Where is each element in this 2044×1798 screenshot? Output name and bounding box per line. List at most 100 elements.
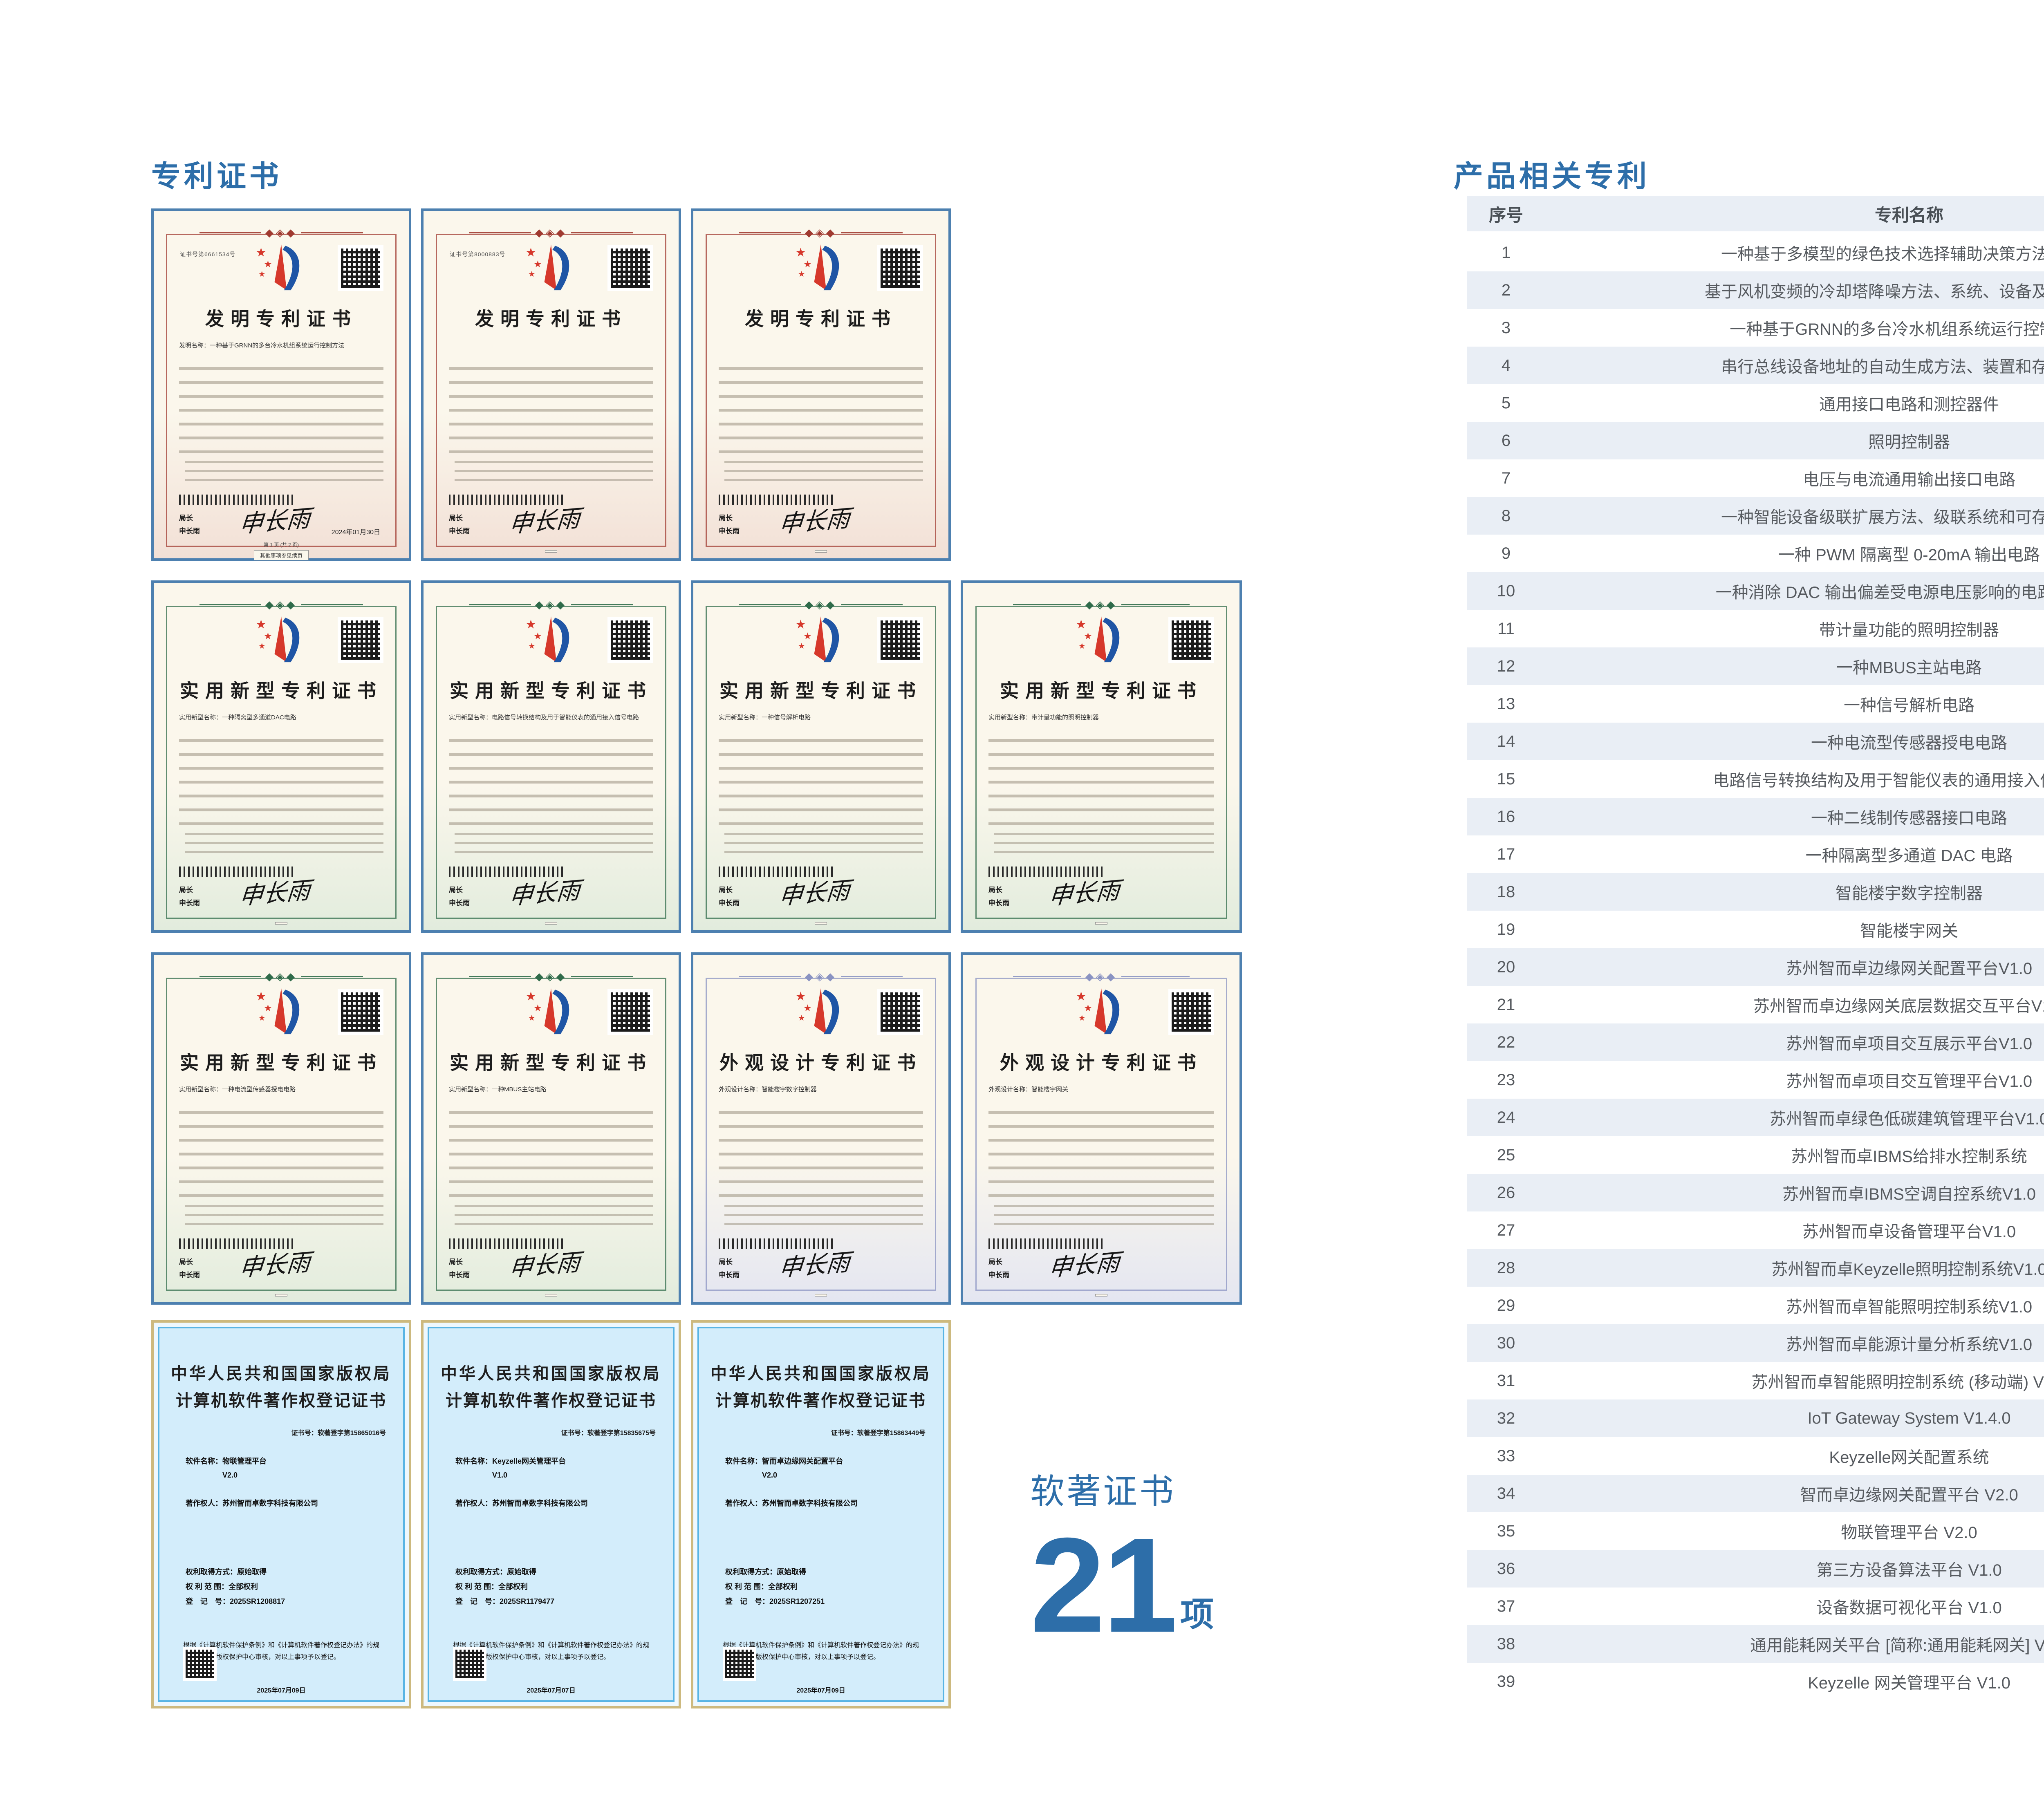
copyright-rights: 权利取得方式：原始取得 权 利 范 围：全部权利 登 记 号：2025SR117… — [455, 1568, 555, 1605]
qr-code-icon — [877, 245, 923, 291]
table-row: 20 苏州智而卓边缘网关配置平台V1.0 软著 — [1467, 948, 2044, 986]
patent-certificate-card: ◆◈◆ ★ ★ ★ 实用新型专利证书 实用新型名称：一种MBUS主站电路 局长 … — [421, 952, 681, 1305]
director-sign-block: 局长 申长雨 — [719, 514, 740, 535]
svg-text:★: ★ — [525, 990, 536, 1003]
cell-serial: 8 — [1501, 506, 1511, 525]
table-row: 6 照明控制器 发明 — [1467, 422, 2044, 459]
table-row: 23 苏州智而卓项目交互管理平台V1.0 软著 — [1467, 1061, 2044, 1099]
barcode-icon — [179, 1238, 294, 1249]
cell-serial: 10 — [1497, 582, 1515, 600]
svg-text:★: ★ — [803, 259, 812, 269]
certificate-paragraph-lines — [185, 833, 383, 859]
cell-patent-name: Keyzelle 网关管理平台 V1.0 — [1808, 1674, 2010, 1692]
table-row: 8 一种智能设备级联扩展方法、级联系统和可存储介质 发明 — [1467, 497, 2044, 535]
director-sign-block: 局长 申长雨 — [988, 1258, 1009, 1279]
copyright-cert-number: 证书号：软著登字第15863449号 — [831, 1430, 926, 1437]
cell-serial: 38 — [1497, 1635, 1515, 1653]
cell-patent-name: 一种隔离型多通道 DAC 电路 — [1805, 847, 2013, 865]
cell-patent-name: 一种基于GRNN的多台冷水机组系统运行控制方法 — [1730, 320, 2044, 338]
copyright-title-line1: 中华人民共和国国家版权局 — [441, 1365, 661, 1383]
director-signature: 申长雨 — [778, 505, 852, 538]
cell-serial: 25 — [1497, 1146, 1515, 1164]
table-row: 29 苏州智而卓智能照明控制系统V1.0 软著 — [1467, 1287, 2044, 1324]
svg-text:★: ★ — [533, 1003, 542, 1013]
svg-text:★: ★ — [264, 1003, 272, 1013]
cell-serial: 1 — [1501, 243, 1511, 262]
cell-serial: 36 — [1497, 1559, 1515, 1578]
qr-code-icon — [338, 617, 383, 663]
certificate-footer-note — [275, 922, 287, 925]
cell-patent-name: 苏州智而卓能源计量分析系统V1.0 — [1786, 1336, 2033, 1354]
copyright-fields: 软件名称：智而卓边缘网关配置平台 V2.0 著作权人：苏州智而卓数字科技有限公司 — [725, 1457, 858, 1507]
qr-code-icon — [607, 989, 653, 1035]
table-row: 2 基于风机变频的冷却塔降噪方法、系统、设备及存储介质 发明 — [1467, 271, 2044, 309]
certificate-title: 实用新型专利证书 — [719, 680, 922, 701]
cnipa-logo-icon: ★ ★ ★ — [525, 616, 569, 663]
svg-text:★: ★ — [258, 1014, 266, 1023]
copyright-fields: 软件名称：Keyzelle网关管理平台 V1.0 著作权人：苏州智而卓数字科技有… — [455, 1457, 588, 1507]
table-row: 26 苏州智而卓IBMS空调自控系统V1.0 软著 — [1467, 1174, 2044, 1211]
director-signature: 申长雨 — [508, 1249, 582, 1282]
director-signature: 申长雨 — [238, 877, 312, 910]
cell-patent-name: 苏州智而卓绿色低碳建筑管理平台V1.0 — [1769, 1110, 2044, 1128]
cell-serial: 37 — [1497, 1597, 1515, 1615]
barcode-icon — [719, 1238, 833, 1249]
product-patents-heading: 产品相关专利 — [1454, 160, 1650, 193]
cell-patent-name: 苏州智而卓项目交互展示平台V1.0 — [1786, 1035, 2033, 1053]
cell-patent-name: 苏州智而卓IBMS空调自控系统V1.0 — [1782, 1185, 2036, 1203]
barcode-icon — [988, 867, 1103, 877]
qr-code-icon — [607, 245, 653, 291]
cell-patent-name: 苏州智而卓边缘网关配置平台V1.0 — [1786, 960, 2033, 978]
barcode-icon — [449, 1238, 563, 1249]
certificate-paragraph-lines — [724, 833, 923, 859]
cell-serial: 9 — [1501, 544, 1511, 562]
copyright-rights: 权利取得方式：原始取得 权 利 范 围：全部权利 登 记 号：2025SR120… — [186, 1568, 285, 1605]
cnipa-logo-icon: ★ ★ ★ — [1076, 988, 1120, 1034]
certificate-body-lines — [449, 1111, 653, 1198]
cert-row: ◆◈◆ ★ ★ ★ 实用新型专利证书 实用新型名称：一种隔离型多通道DAC电路 … — [151, 580, 1242, 933]
certificate-footer-note — [545, 1294, 557, 1296]
certificate-paragraph-lines — [185, 1205, 383, 1231]
certificate-footer-note — [275, 1294, 287, 1296]
director-sign-block: 局长 申长雨 — [719, 1258, 740, 1279]
patent-certificate-card: ◆◈◆ ★ ★ ★ 实用新型专利证书 实用新型名称：带计量功能的照明控制器 局长… — [961, 580, 1242, 933]
cell-patent-name: 苏州智而卓项目交互管理平台V1.0 — [1786, 1073, 2033, 1090]
certificate-number: 证书号第6661534号 — [180, 251, 236, 257]
cell-patent-name: 一种基于多模型的绿色技术选择辅助决策方法和系统 — [1721, 245, 2044, 263]
copyright-certificate-card: 中华人民共和国国家版权局 计算机软件著作权登记证书 证书号：软著登字第15863… — [691, 1320, 951, 1708]
copyright-title-line1: 中华人民共和国国家版权局 — [171, 1365, 392, 1383]
cell-serial: 16 — [1497, 807, 1515, 826]
table-row: 9 一种 PWM 隔离型 0-20mA 输出电路 发明 — [1467, 535, 2044, 572]
patent-certificate-card: ◆◈◆ ★ ★ ★ 实用新型专利证书 实用新型名称：一种信号解析电路 局长 申长… — [691, 580, 951, 933]
certificate-body-lines — [719, 1111, 923, 1198]
cell-patent-name: 苏州智而卓IBMS给排水控制系统 — [1791, 1148, 2027, 1166]
cell-serial: 29 — [1497, 1296, 1515, 1314]
certificate-title: 实用新型专利证书 — [1000, 680, 1203, 701]
barcode-icon — [719, 867, 833, 877]
qr-code-icon — [183, 1647, 217, 1681]
certificate-paragraph-lines — [455, 833, 653, 859]
certificate-paragraph-lines — [994, 1205, 1214, 1231]
director-signature: 申长雨 — [508, 505, 582, 538]
cell-patent-name: 通用接口电路和测控器件 — [1819, 396, 1999, 414]
cell-patent-name: 一种MBUS主站电路 — [1836, 659, 1982, 677]
copyright-date: 2025年07月07日 — [527, 1687, 576, 1694]
cell-serial: 21 — [1497, 995, 1515, 1014]
qr-code-icon — [1168, 617, 1214, 663]
svg-text:★: ★ — [1084, 631, 1092, 641]
certificate-title: 实用新型专利证书 — [450, 1052, 652, 1073]
certificate-footer-note: 其他事项参见续页 — [253, 550, 309, 560]
cell-patent-name: 第三方设备算法平台 V1.0 — [1816, 1561, 2002, 1579]
copyright-title-line1: 中华人民共和国国家版权局 — [710, 1365, 931, 1383]
cell-patent-name: 一种 PWM 隔离型 0-20mA 输出电路 — [1778, 546, 2040, 564]
svg-text:★: ★ — [533, 259, 542, 269]
cell-patent-name: 电压与电流通用输出接口电路 — [1803, 471, 2015, 489]
table-body: 1 一种基于多模型的绿色技术选择辅助决策方法和系统 发明 2 基于风机变频的冷却… — [1467, 234, 2044, 1700]
ornament-flourish-icon: ◆◈◆ — [199, 599, 363, 610]
patent-name-line: 外观设计名称：智能楼宇网关 — [988, 1086, 1069, 1093]
certificate-paragraph-lines — [455, 1205, 653, 1231]
copyright-certificate-card: 中华人民共和国国家版权局 计算机软件著作权登记证书 证书号：软著登字第15865… — [151, 1320, 411, 1708]
certificate-body-lines — [449, 367, 653, 455]
certificate-body-lines — [449, 739, 653, 826]
